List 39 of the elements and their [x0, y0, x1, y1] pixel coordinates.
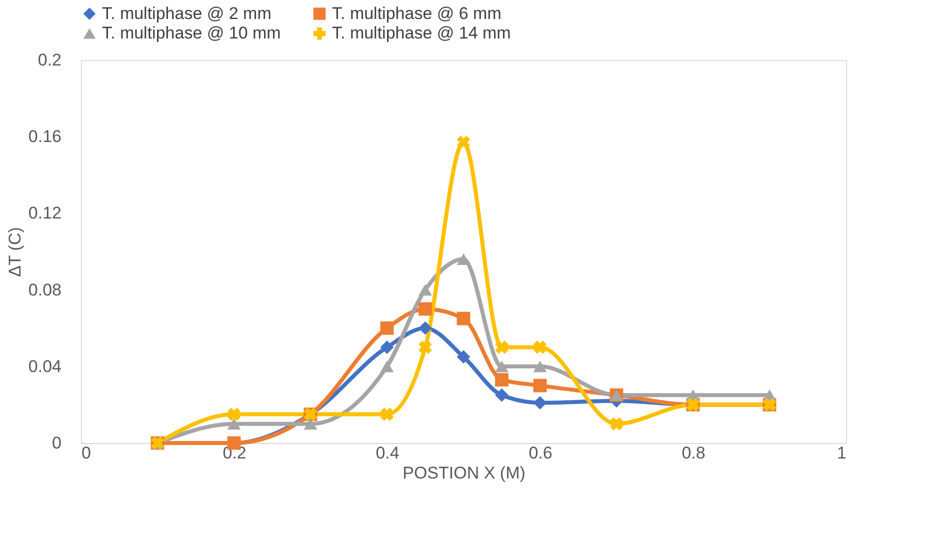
y-tick-label: 0.04: [28, 356, 62, 376]
x-tick-label: 0.4: [376, 444, 400, 462]
y-axis-title: ΔT (C): [5, 227, 24, 277]
x-tick-label: 0.6: [528, 444, 552, 462]
x-tick-label: 1: [837, 444, 846, 462]
point: [227, 408, 241, 421]
point: [456, 350, 470, 364]
point: [495, 360, 508, 372]
point: [380, 360, 394, 372]
point: [418, 321, 432, 335]
x-axis-title: POSTION X (M): [402, 464, 526, 482]
point: [495, 373, 508, 387]
point: [418, 340, 432, 354]
y-tick-label: 0.12: [28, 204, 62, 223]
point: [418, 284, 432, 296]
point: [227, 418, 241, 430]
point: [380, 340, 394, 354]
point: [533, 396, 547, 410]
point: [456, 136, 470, 149]
legend-label: T. multiphase @ 14 mm: [332, 24, 511, 42]
x-tick-label: 0: [82, 444, 91, 462]
legend-label: T. multiphase @ 2 mm: [102, 4, 272, 23]
point: [533, 340, 547, 354]
legend-label: T. multiphase @ 6 mm: [332, 4, 502, 23]
point: [533, 360, 547, 372]
point: [495, 388, 508, 402]
point: [304, 418, 318, 430]
legend-label: T. multiphase @ 10 mm: [102, 24, 281, 42]
point: [456, 312, 470, 326]
point: [418, 302, 432, 316]
y-tick-label: 0.08: [28, 280, 62, 300]
point: [610, 417, 624, 430]
point: [533, 378, 547, 392]
point: [380, 321, 394, 335]
point: [495, 340, 508, 354]
x-tick-label: 0.8: [682, 444, 706, 462]
point: [380, 408, 394, 421]
y-tick-label: 0.16: [28, 127, 62, 146]
y-tick-label: 0.2: [38, 50, 62, 70]
